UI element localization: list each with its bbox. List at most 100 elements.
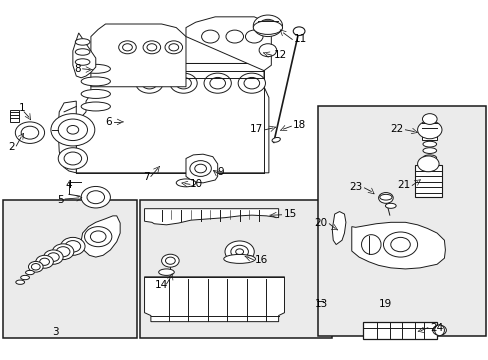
Circle shape — [417, 156, 438, 172]
Text: 7: 7 — [142, 172, 149, 182]
Circle shape — [189, 161, 211, 176]
Text: 12: 12 — [273, 50, 286, 60]
Bar — [422, 123, 436, 140]
Bar — [362, 321, 436, 339]
Ellipse shape — [176, 179, 195, 187]
Ellipse shape — [422, 155, 436, 161]
Circle shape — [43, 250, 63, 264]
Circle shape — [15, 122, 44, 143]
Text: 13: 13 — [314, 299, 327, 309]
Text: 22: 22 — [389, 124, 403, 134]
Text: 9: 9 — [217, 167, 224, 177]
Circle shape — [40, 258, 49, 265]
Circle shape — [224, 241, 254, 262]
Circle shape — [143, 41, 160, 54]
Polygon shape — [81, 216, 120, 257]
Circle shape — [87, 191, 104, 204]
Circle shape — [194, 164, 206, 173]
Bar — [3, 200, 137, 338]
Circle shape — [52, 244, 74, 260]
Circle shape — [168, 44, 178, 51]
Circle shape — [203, 73, 231, 93]
Circle shape — [31, 264, 40, 270]
Circle shape — [136, 73, 163, 93]
Text: 5: 5 — [57, 195, 63, 205]
Ellipse shape — [385, 203, 395, 208]
Circle shape — [36, 255, 53, 268]
Text: 1: 1 — [19, 103, 25, 113]
Text: 21: 21 — [396, 180, 409, 190]
Ellipse shape — [16, 280, 24, 284]
Ellipse shape — [224, 255, 255, 264]
Circle shape — [90, 231, 106, 242]
Ellipse shape — [260, 47, 275, 53]
Circle shape — [253, 15, 282, 37]
Text: 4: 4 — [65, 180, 72, 190]
Text: 16: 16 — [255, 255, 268, 265]
Ellipse shape — [271, 138, 280, 142]
Ellipse shape — [422, 148, 436, 153]
Ellipse shape — [422, 141, 436, 147]
Text: 11: 11 — [294, 35, 307, 44]
Ellipse shape — [361, 235, 380, 255]
Polygon shape — [58, 101, 76, 173]
Ellipse shape — [81, 102, 110, 111]
Circle shape — [142, 77, 157, 89]
Circle shape — [67, 126, 79, 134]
Circle shape — [51, 114, 95, 146]
Circle shape — [422, 114, 436, 125]
Circle shape — [390, 237, 409, 252]
Bar — [414, 165, 441, 197]
Ellipse shape — [379, 194, 391, 200]
Polygon shape — [144, 277, 284, 321]
Circle shape — [235, 249, 243, 255]
Bar — [140, 200, 331, 338]
Circle shape — [175, 77, 191, 89]
Circle shape — [293, 27, 305, 36]
Bar — [317, 107, 485, 336]
Polygon shape — [351, 222, 445, 269]
Circle shape — [230, 245, 248, 258]
Text: 17: 17 — [249, 124, 263, 134]
Ellipse shape — [158, 269, 174, 275]
Circle shape — [21, 126, 39, 139]
Circle shape — [245, 30, 263, 43]
Circle shape — [432, 325, 446, 335]
Text: 10: 10 — [189, 179, 203, 189]
Circle shape — [56, 247, 70, 257]
Text: 23: 23 — [348, 182, 362, 192]
Text: 2: 2 — [8, 142, 15, 152]
Polygon shape — [91, 24, 185, 87]
Polygon shape — [185, 154, 217, 183]
Circle shape — [81, 186, 110, 208]
Text: 24: 24 — [429, 323, 442, 333]
Circle shape — [244, 77, 259, 89]
Ellipse shape — [75, 39, 90, 45]
Circle shape — [65, 240, 81, 252]
Circle shape — [259, 44, 276, 57]
Ellipse shape — [253, 21, 282, 35]
Circle shape — [147, 44, 157, 51]
Circle shape — [84, 226, 112, 247]
Circle shape — [225, 30, 243, 43]
Ellipse shape — [20, 275, 29, 280]
Circle shape — [28, 261, 43, 272]
Polygon shape — [185, 17, 271, 71]
Polygon shape — [76, 63, 268, 173]
Ellipse shape — [25, 270, 34, 275]
Ellipse shape — [81, 64, 110, 73]
Circle shape — [164, 41, 182, 54]
Circle shape — [47, 253, 59, 261]
Ellipse shape — [81, 89, 110, 98]
Circle shape — [209, 77, 225, 89]
Circle shape — [64, 152, 81, 165]
Circle shape — [238, 73, 265, 93]
Polygon shape — [73, 33, 96, 78]
Text: 20: 20 — [314, 218, 327, 228]
Circle shape — [259, 19, 276, 32]
Circle shape — [122, 44, 132, 51]
Circle shape — [383, 232, 417, 257]
Text: 15: 15 — [283, 209, 296, 219]
Polygon shape — [144, 209, 278, 225]
Circle shape — [201, 30, 219, 43]
